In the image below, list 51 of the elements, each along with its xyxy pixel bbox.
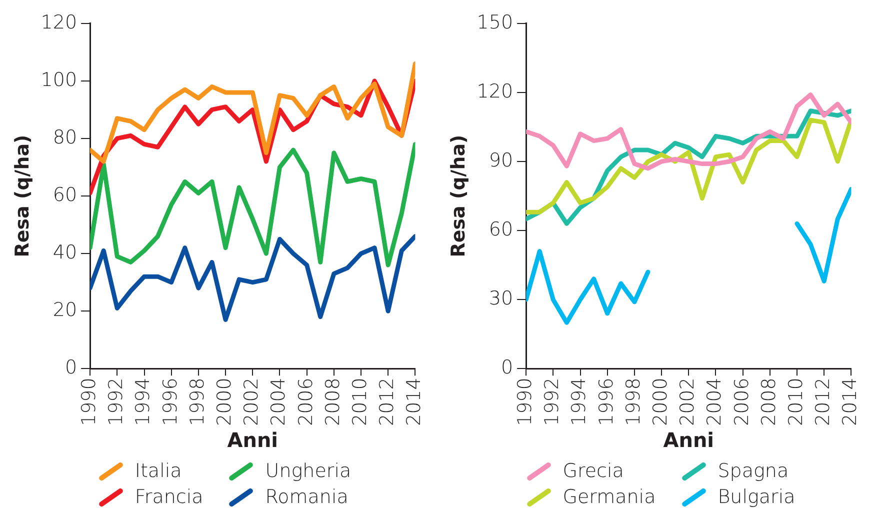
x-tick-label: 1998 (622, 378, 644, 426)
y-tick-label: 120 (40, 11, 78, 34)
x-tick-label: 2010 (348, 378, 371, 426)
y-tick-label: 20 (52, 299, 78, 322)
x-tick-label: 2000 (649, 378, 672, 426)
y-tick-label: 60 (52, 184, 78, 206)
legend-label: Ungheria (265, 460, 352, 482)
x-tick-label: 1996 (159, 378, 182, 426)
x-tick-label: 2004 (704, 378, 726, 426)
y-axis-title: Resa (q/ha) (11, 134, 34, 258)
x-tick-label: 2014 (839, 378, 862, 426)
x-tick-label: 2002 (240, 378, 263, 426)
x-tick-label: 2002 (676, 378, 699, 426)
x-tick-label: 1998 (186, 378, 208, 426)
x-tick-label: 2000 (213, 378, 236, 426)
x-tick-label: 2012 (812, 378, 834, 426)
x-tick-label: 1996 (595, 378, 618, 426)
x-tick-label: 2008 (322, 378, 344, 426)
x-tick-label: 1994 (568, 378, 590, 426)
x-tick-label: 2014 (403, 378, 426, 426)
legend-label: Romania (265, 486, 348, 508)
legend-label: Francia (134, 486, 204, 508)
legend-label: Germania (562, 486, 656, 508)
x-tick-label: 1994 (132, 378, 154, 426)
x-tick-label: 2006 (294, 378, 317, 426)
x-tick-label: 2008 (758, 378, 780, 426)
x-tick-label: 2006 (730, 378, 753, 426)
y-tick-label: 0 (64, 356, 78, 379)
y-tick-label: 80 (52, 126, 78, 148)
x-tick-label: 2010 (784, 378, 807, 426)
x-axis-title: Anni (227, 428, 278, 452)
x-tick-label: 1990 (514, 378, 536, 426)
legend-label: Spagna (718, 460, 789, 482)
y-tick-label: 40 (52, 242, 78, 264)
x-tick-label: 1992 (105, 378, 128, 426)
legend-label: Italia (134, 460, 182, 482)
x-tick-label: 2012 (376, 378, 398, 426)
y-axis-title: Resa (q/ha) (447, 134, 470, 258)
legend-label: Bulgaria (718, 486, 796, 508)
y-tick-label: 150 (476, 11, 514, 34)
x-tick-label: 1992 (541, 378, 564, 426)
y-tick-label: 60 (488, 218, 514, 240)
x-axis-title: Anni (663, 428, 714, 452)
y-tick-label: 90 (488, 149, 514, 172)
x-tick-label: 1990 (78, 378, 100, 426)
y-tick-label: 100 (40, 68, 78, 91)
y-tick-label: 30 (488, 288, 514, 310)
x-tick-label: 2004 (268, 378, 290, 426)
legend-label: Grecia (562, 460, 624, 482)
y-tick-label: 0 (500, 356, 514, 379)
y-tick-label: 120 (476, 80, 514, 102)
